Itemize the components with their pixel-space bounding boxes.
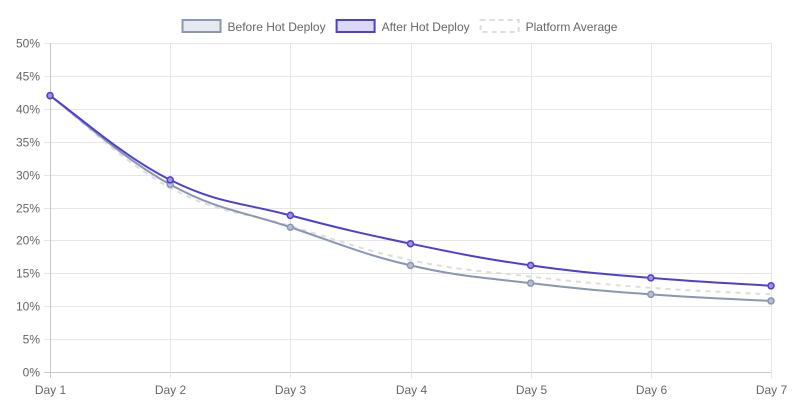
y-tick-label: 35% [16, 136, 40, 150]
y-tick-label: 50% [16, 37, 40, 51]
legend-label: After Hot Deploy [382, 20, 470, 34]
legend-item-before-hot-deploy[interactable]: Before Hot Deploy [181, 19, 326, 34]
x-tick-label: Day 2 [155, 383, 187, 397]
axes: 0% 5% 10% 15% 20% 25% 30% 35% 40% 45% 50% Day 1 Day … [16, 37, 788, 398]
y-tick-label: 0% [23, 366, 41, 380]
y-tick-label: 45% [16, 70, 40, 84]
x-tick-label: Day 6 [636, 383, 668, 397]
y-tick-label: 30% [16, 169, 40, 183]
grid-lines [44, 43, 772, 378]
y-tick-label: 40% [16, 103, 40, 117]
legend-label: Platform Average [526, 20, 618, 34]
data-point-after-hot-deploy[interactable] [406, 239, 415, 248]
x-tick-label: Day 5 [516, 383, 548, 397]
legend-swatch [181, 19, 222, 33]
data-point-before-hot-deploy[interactable] [406, 261, 415, 270]
y-tick-label: 15% [16, 267, 40, 281]
legend-label: Before Hot Deploy [228, 20, 326, 34]
data-point-after-hot-deploy[interactable] [46, 91, 54, 100]
x-tick-label: Day 3 [275, 383, 307, 397]
y-tick-label: 10% [16, 300, 40, 314]
data-point-after-hot-deploy[interactable] [767, 282, 775, 290]
x-tick-label: Day 7 [756, 383, 788, 397]
y-tick-label: 5% [23, 333, 41, 347]
x-tick-label: Day 4 [396, 383, 428, 397]
data-point-after-hot-deploy[interactable] [526, 261, 535, 270]
series-line-after-hot-deploy [49, 94, 772, 287]
series-line-before-hot-deploy [49, 94, 772, 302]
legend: Before Hot Deploy After Hot Deploy Platfor… [181, 19, 618, 34]
data-point-before-hot-deploy[interactable] [767, 297, 775, 305]
data-point-after-hot-deploy[interactable] [647, 274, 655, 282]
legend-item-after-hot-deploy[interactable]: After Hot Deploy [335, 19, 470, 34]
data-point-after-hot-deploy[interactable] [286, 211, 295, 220]
x-tick-label: Day 1 [35, 383, 67, 397]
series-lines [46, 91, 775, 305]
y-tick-label: 20% [16, 234, 40, 248]
data-point-before-hot-deploy[interactable] [526, 279, 535, 287]
legend-swatch [479, 19, 520, 33]
data-point-after-hot-deploy[interactable] [166, 176, 174, 184]
data-point-before-hot-deploy[interactable] [647, 290, 655, 299]
y-tick-label: 25% [16, 202, 40, 216]
legend-swatch [335, 19, 376, 33]
legend-item-platform-average[interactable]: Platform Average [479, 19, 618, 34]
data-point-before-hot-deploy[interactable] [286, 223, 295, 231]
